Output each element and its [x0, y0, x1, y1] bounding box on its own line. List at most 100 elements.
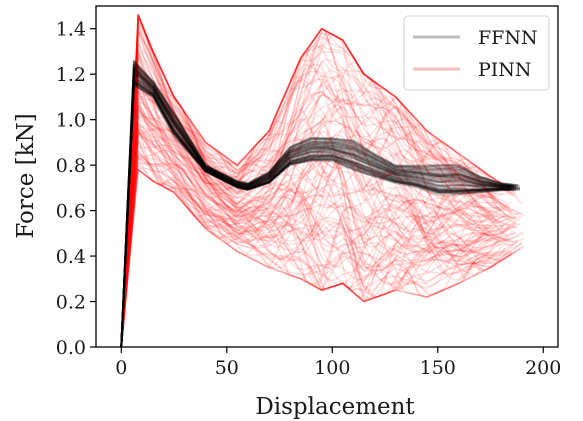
x-tick-label: 50: [215, 357, 239, 379]
y-tick-label: 0.0: [56, 337, 86, 359]
y-tick-label: 0.4: [56, 246, 86, 268]
curve-line: [120, 81, 510, 347]
y-tick-label: 1.0: [56, 110, 86, 132]
curve-line: [120, 168, 498, 347]
curve-line: [120, 86, 508, 347]
curve-line: [120, 65, 513, 347]
curve-line: [120, 108, 489, 347]
curve-line: [120, 68, 514, 347]
curve-line: [120, 14, 498, 347]
curve-line: [120, 149, 510, 347]
curve-line: [120, 154, 504, 347]
curve-line: [120, 65, 516, 347]
curve-line: [120, 92, 525, 347]
legend: FFNN PINN: [403, 15, 550, 91]
curve-line: [120, 101, 516, 347]
curve-line: [120, 66, 510, 347]
legend-ffnn-label: FFNN: [478, 27, 538, 49]
curve-line: [120, 69, 514, 347]
curve-line: [120, 59, 518, 347]
curve-line: [120, 82, 514, 347]
curve-line: [120, 50, 508, 347]
curve-line: [120, 83, 520, 347]
x-tick-label: 100: [314, 357, 350, 379]
curve-line: [120, 69, 495, 347]
curve-line: [120, 51, 495, 347]
curve-line: [120, 30, 523, 347]
y-axis-title: Force [kN]: [13, 113, 39, 238]
curve-line: [120, 78, 514, 347]
curve-line: [120, 122, 514, 347]
curve-line: [120, 69, 496, 347]
curve-line: [120, 101, 500, 347]
curve-line: [120, 14, 515, 347]
curve-line: [120, 62, 518, 347]
curve-line: [120, 141, 498, 347]
curve-line: [120, 86, 513, 347]
curve-line: [120, 14, 515, 347]
curve-line: [120, 68, 516, 347]
curve-line: [120, 110, 525, 347]
curve-line: [120, 75, 521, 347]
curve-line: [120, 116, 510, 347]
curve-line: [120, 167, 513, 347]
curve-line: [120, 105, 523, 347]
curve-line: [120, 112, 508, 347]
curve-line: [120, 44, 500, 347]
curve-line: [120, 142, 510, 347]
y-tick-label: 0.6: [56, 201, 86, 223]
curve-line: [120, 60, 518, 347]
curve-line: [120, 71, 521, 347]
curve-line: [120, 155, 523, 347]
curve-line: [120, 82, 510, 347]
curve-line: [120, 109, 521, 347]
curve-line: [120, 140, 518, 347]
curve-line: [120, 59, 521, 347]
curve-line: [120, 88, 489, 347]
curve-line: [120, 79, 512, 347]
curve-line: [120, 150, 510, 347]
curve-line: [120, 14, 513, 347]
curve-line: [120, 48, 516, 347]
curve-line: [120, 168, 506, 347]
curve-line: [120, 14, 489, 347]
curve-line: [120, 14, 500, 347]
curve-line: [120, 71, 521, 347]
curve-line: [120, 97, 517, 347]
curve-line: [120, 162, 502, 347]
curve-line: [120, 127, 489, 347]
plot-curves: [120, 14, 525, 347]
curve-line: [120, 134, 510, 347]
curve-line: [120, 98, 513, 347]
curve-line: [120, 168, 508, 347]
curve-line: [120, 21, 504, 347]
curve-line: [120, 17, 517, 347]
x-axis-title: Displacement: [255, 394, 415, 420]
curve-line: [120, 67, 512, 347]
curve-line: [120, 75, 495, 347]
curve-line: [120, 14, 494, 347]
y-axis-ticks: 0.0 0.2 0.4 0.6 0.8 1.0 1.2 1.4: [56, 19, 96, 359]
curve-line: [120, 72, 514, 347]
curve-line: [120, 127, 498, 347]
plot-frame: [95, 5, 559, 348]
curve-line: [120, 79, 510, 347]
curve-line: [120, 88, 504, 347]
curve-line: [120, 168, 494, 347]
curve-line: [120, 82, 516, 347]
curve-line: [120, 141, 506, 347]
curve-line: [120, 23, 510, 347]
y-tick-label: 0.2: [56, 292, 86, 314]
curve-line: [120, 137, 521, 347]
curve-line: [120, 107, 518, 347]
curve-line: [120, 130, 491, 347]
y-tick-label: 1.2: [56, 64, 86, 86]
curve-line: [120, 115, 512, 347]
curve-line: [120, 27, 504, 347]
curve-line: [120, 14, 519, 347]
curve-line: [120, 78, 516, 347]
curve-line: [120, 63, 512, 347]
curve-line: [120, 132, 508, 347]
x-tick-label: 0: [115, 357, 127, 379]
curve-line: [120, 87, 512, 347]
